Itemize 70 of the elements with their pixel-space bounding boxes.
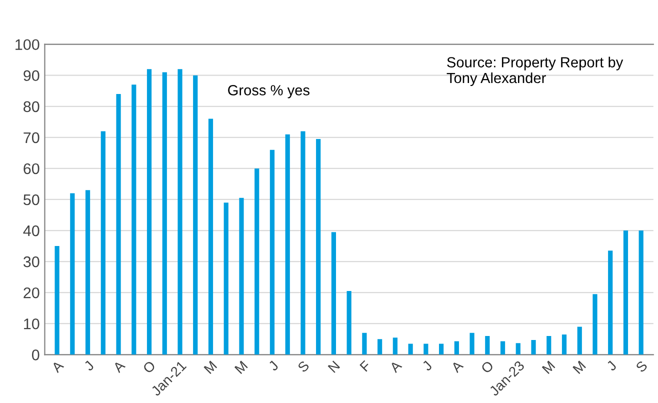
- bar: [516, 343, 520, 355]
- bar: [562, 334, 567, 355]
- x-tick-label: A: [450, 360, 464, 374]
- x-tick-label: M: [204, 360, 218, 374]
- y-tick-label: 50: [24, 194, 40, 206]
- bar: [438, 344, 444, 355]
- x-tick-label: A: [112, 360, 126, 374]
- y-tick-label: 90: [24, 70, 40, 82]
- y-tick-label: 40: [23, 225, 40, 236]
- x-tick-label: M: [572, 360, 586, 374]
- bar: [362, 332, 367, 355]
- x-tick-label: A: [389, 360, 402, 374]
- x-tick-label: A: [50, 360, 64, 374]
- x-tick-label: S: [635, 360, 648, 373]
- bar: [531, 340, 536, 355]
- bar: [500, 341, 506, 355]
- x-tick-label: O: [142, 360, 156, 374]
- bar: [85, 190, 90, 355]
- x-tick-label: O: [480, 360, 494, 374]
- bar: [378, 339, 382, 355]
- bar: [270, 150, 275, 355]
- bar: [392, 338, 398, 355]
- bar: [608, 250, 613, 355]
- bar: [162, 72, 167, 355]
- annotation: Gross % yes: [228, 85, 310, 98]
- y-tick-label: 20: [24, 287, 40, 298]
- bar: [193, 75, 198, 355]
- y-tick-label: 10: [24, 318, 40, 330]
- bar: [424, 344, 428, 355]
- bar: [331, 232, 336, 355]
- y-tick-label: 0: [32, 350, 40, 360]
- x-tick-label: J: [606, 360, 617, 372]
- y-tick-label: 30: [23, 256, 40, 268]
- annotation: Source: Property Report by Tony Alexander: [446, 56, 624, 86]
- x-tick-label: N: [328, 360, 340, 373]
- bar: [577, 326, 582, 355]
- bar: [638, 230, 644, 355]
- bar: [485, 336, 490, 355]
- bar: [316, 138, 321, 355]
- bar: [592, 294, 598, 355]
- bar: [132, 84, 136, 355]
- bar: [346, 291, 352, 355]
- bar: [100, 131, 106, 355]
- x-tick-label: J: [83, 360, 94, 372]
- y-tick-label: 70: [24, 132, 40, 144]
- bar: [470, 332, 474, 355]
- bar: [623, 230, 628, 355]
- x-tick-label: M: [542, 360, 556, 374]
- x-tick-label: S: [297, 360, 310, 373]
- bar: [239, 198, 244, 355]
- bar: [54, 246, 60, 355]
- bar: [224, 202, 228, 355]
- bar: [300, 131, 306, 355]
- bar: [408, 344, 413, 355]
- x-tick-label: J: [268, 360, 279, 372]
- x-tick-label: F: [360, 360, 372, 372]
- bar: [208, 118, 214, 355]
- bar: [454, 341, 459, 355]
- bar: [116, 94, 121, 355]
- bar: [254, 168, 260, 355]
- x-tick-label: J: [422, 360, 432, 372]
- bar: [178, 69, 182, 355]
- x-tick-label: M: [234, 360, 248, 374]
- y-tick-label: 100: [16, 39, 40, 50]
- bar: [546, 336, 552, 355]
- y-tick-label: 60: [24, 163, 40, 174]
- y-tick-label: 80: [24, 101, 40, 112]
- bar: [70, 193, 75, 355]
- bar: [285, 134, 290, 355]
- bar: [146, 69, 152, 355]
